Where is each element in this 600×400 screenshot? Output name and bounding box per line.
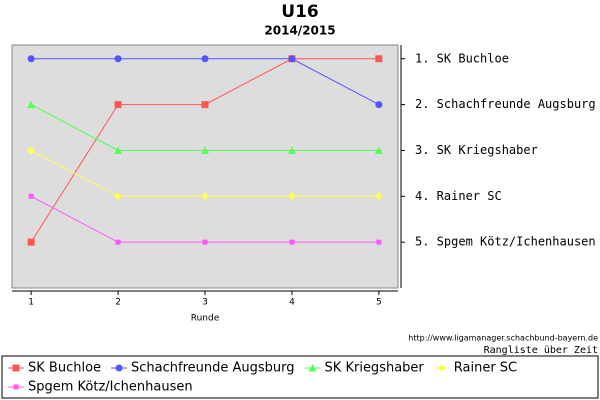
chart-subtitle: 2014/2015 <box>264 24 335 38</box>
marker <box>114 146 123 154</box>
marker <box>201 55 209 63</box>
marker <box>27 238 35 246</box>
marker <box>114 192 123 201</box>
y-tick-label: 2. Schachfreunde Augsburg <box>415 97 596 111</box>
legend-label: Schachfreunde Augsburg <box>131 361 295 376</box>
marker <box>201 101 209 109</box>
marker <box>114 101 122 109</box>
chart-title: U16 <box>281 2 318 22</box>
source: http://www.ligamanager.schachbund-bayern… <box>408 334 598 343</box>
marker <box>27 55 35 63</box>
marker <box>27 100 36 109</box>
marker <box>287 146 296 154</box>
marker <box>374 146 383 154</box>
legend-label: Spgem Kötz/Ichenhausen <box>28 380 193 395</box>
marker <box>13 384 19 390</box>
marker <box>12 364 20 372</box>
marker <box>27 146 36 155</box>
x-axis-label: Runde <box>191 314 220 324</box>
marker <box>375 55 383 63</box>
marker <box>28 193 34 199</box>
marker <box>202 239 208 245</box>
marker <box>201 146 209 154</box>
y-tick-label: 4. Rainer SC <box>415 189 502 203</box>
x-tick-label: 1 <box>28 298 34 308</box>
note: Rangliste über Zeit <box>484 345 598 356</box>
x-tick-label: 4 <box>289 298 295 308</box>
x-tick-label: 5 <box>376 298 382 308</box>
x-tick-label: 2 <box>115 298 121 308</box>
marker <box>288 55 296 63</box>
legend <box>1 355 599 399</box>
marker <box>289 239 295 245</box>
y-tick-label: 3. SK Kriegshaber <box>415 143 538 157</box>
marker <box>375 101 383 109</box>
marker <box>115 239 121 245</box>
legend-label: Rainer SC <box>454 361 517 376</box>
marker <box>376 239 382 245</box>
y-tick-label: 5. Spgem Kötz/Ichenhausen <box>415 235 596 249</box>
marker <box>437 364 446 372</box>
x-tick-label: 3 <box>202 298 208 308</box>
marker <box>114 55 122 63</box>
marker <box>115 364 123 372</box>
marker <box>374 192 383 201</box>
marker <box>201 192 209 201</box>
legend-label: SK Buchloe <box>28 361 101 376</box>
marker <box>287 192 296 201</box>
legend-label: SK Kriegshaber <box>325 361 425 376</box>
marker <box>308 364 317 372</box>
y-tick-label: 1. SK Buchloe <box>415 51 509 65</box>
plot-area <box>11 44 399 289</box>
